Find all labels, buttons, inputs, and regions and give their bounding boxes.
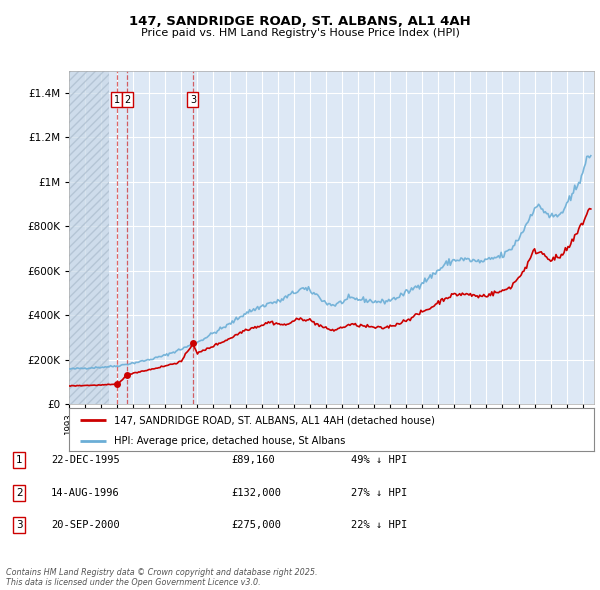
Text: 3: 3: [190, 94, 196, 104]
Point: [122, 370, 132, 379]
Text: 27% ↓ HPI: 27% ↓ HPI: [351, 488, 407, 497]
Text: Contains HM Land Registry data © Crown copyright and database right 2025.
This d: Contains HM Land Registry data © Crown c…: [6, 568, 317, 587]
Text: 20-SEP-2000: 20-SEP-2000: [51, 520, 120, 530]
Text: 1: 1: [16, 455, 23, 465]
Text: HPI: Average price, detached house, St Albans: HPI: Average price, detached house, St A…: [113, 435, 345, 445]
Text: £132,000: £132,000: [231, 488, 281, 497]
Text: 14-AUG-1996: 14-AUG-1996: [51, 488, 120, 497]
Point: [112, 379, 121, 389]
Text: Price paid vs. HM Land Registry's House Price Index (HPI): Price paid vs. HM Land Registry's House …: [140, 28, 460, 38]
Text: £275,000: £275,000: [231, 520, 281, 530]
Text: 22-DEC-1995: 22-DEC-1995: [51, 455, 120, 465]
Bar: [69, 71, 109, 404]
Text: 22% ↓ HPI: 22% ↓ HPI: [351, 520, 407, 530]
Text: 2: 2: [16, 488, 23, 497]
Text: 147, SANDRIDGE ROAD, ST. ALBANS, AL1 4AH: 147, SANDRIDGE ROAD, ST. ALBANS, AL1 4AH: [129, 15, 471, 28]
Point: [188, 338, 198, 348]
Text: 147, SANDRIDGE ROAD, ST. ALBANS, AL1 4AH (detached house): 147, SANDRIDGE ROAD, ST. ALBANS, AL1 4AH…: [113, 415, 434, 425]
Text: 2: 2: [124, 94, 130, 104]
Text: 3: 3: [16, 520, 23, 530]
Text: 1: 1: [113, 94, 120, 104]
Text: £89,160: £89,160: [231, 455, 275, 465]
Text: 49% ↓ HPI: 49% ↓ HPI: [351, 455, 407, 465]
